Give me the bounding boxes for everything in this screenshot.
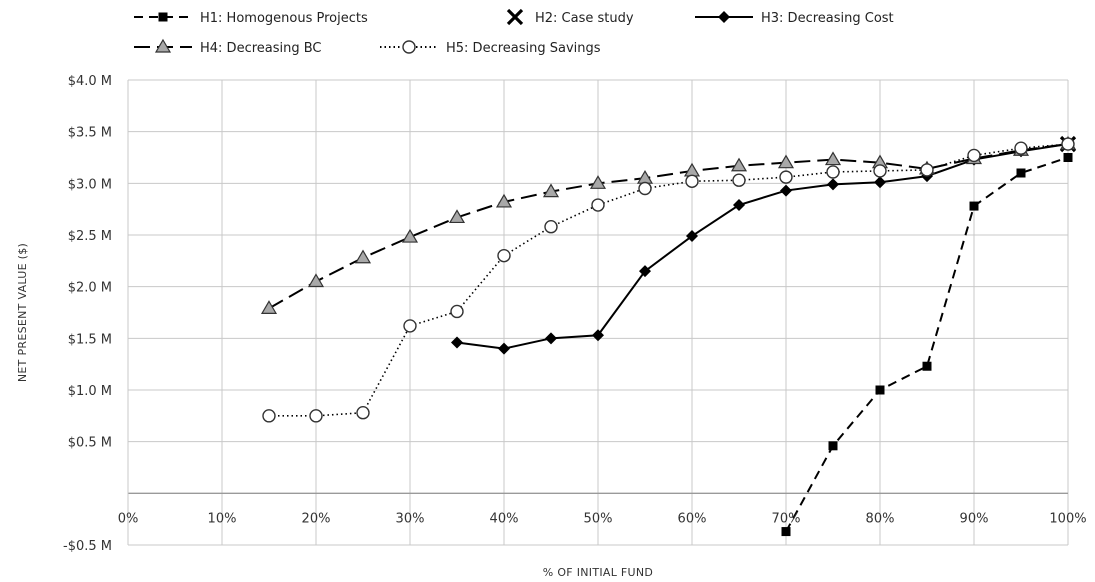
- data-point-circle: [967, 148, 981, 163]
- data-point-square: [781, 527, 791, 537]
- data-point-triangle: [730, 157, 748, 172]
- y-tick-label: $1.0 M: [68, 384, 112, 399]
- data-point-circle: [591, 198, 605, 212]
- legend-label: H1: Homogenous Projects: [200, 11, 368, 26]
- data-point-triangle: [589, 175, 607, 189]
- data-point-circle: [309, 409, 323, 423]
- data-point-circle: [403, 319, 417, 333]
- x-tick-label: 70%: [772, 511, 801, 526]
- x-tick-label: 20%: [302, 511, 331, 526]
- legend-label: H5: Decreasing Savings: [446, 41, 601, 56]
- y-tick-label: $4.0 M: [68, 74, 112, 89]
- legend-label: H2: Case study: [535, 11, 634, 26]
- x-tick-label: 100%: [1049, 511, 1086, 526]
- data-point-square: [1063, 153, 1073, 162]
- data-point-diamond: [686, 230, 698, 243]
- x-axis-title: % OF INITIAL FUND: [543, 566, 653, 579]
- data-point-circle: [920, 163, 934, 177]
- y-tick-label: $1.5 M: [68, 332, 112, 347]
- data-point-triangle: [354, 249, 372, 264]
- data-point-circle: [638, 181, 652, 196]
- x-tick-label: 50%: [584, 511, 613, 526]
- data-point-diamond: [545, 332, 557, 345]
- data-point-diamond: [874, 176, 886, 189]
- data-point-triangle: [824, 151, 842, 166]
- data-point-diamond: [498, 342, 510, 355]
- data-point-square: [969, 201, 979, 211]
- data-point-square: [828, 441, 838, 451]
- data-point-triangle: [683, 162, 701, 177]
- data-point-circle: [450, 304, 464, 319]
- legend: H1: Homogenous Projects H2: Case study H3:…: [134, 8, 894, 56]
- data-point-triangle: [542, 183, 560, 198]
- y-axis-title: NET PRESENT VALUE ($): [16, 243, 29, 382]
- data-point-square: [875, 385, 885, 395]
- data-point-circle: [356, 406, 370, 420]
- y-tick-label: $3.0 M: [68, 177, 112, 192]
- data-point-diamond: [592, 329, 604, 342]
- legend-item-h4-decreasing-bc: H4: Decreasing BC: [134, 38, 322, 56]
- data-point-triangle: [448, 209, 466, 224]
- legend-item-h5-decreasing-savings: H5: Decreasing Savings: [380, 40, 601, 56]
- data-point-circle: [497, 248, 511, 263]
- x-tick-label: 0%: [118, 511, 139, 526]
- legend-marker-square: [158, 12, 168, 22]
- data-point-diamond: [451, 336, 463, 349]
- y-tick-label: $2.5 M: [68, 229, 112, 244]
- legend-label: H4: Decreasing BC: [200, 41, 322, 56]
- data-point-diamond: [780, 184, 792, 197]
- legend-label: H3: Decreasing Cost: [761, 11, 894, 26]
- data-point-square: [922, 361, 932, 371]
- legend-marker-circle: [402, 40, 416, 54]
- data-point-circle: [685, 174, 699, 188]
- legend-item-h3-decreasing-cost: H3: Decreasing Cost: [695, 11, 894, 26]
- data-point-circle: [1014, 141, 1028, 155]
- x-tick-label: 10%: [208, 511, 237, 526]
- legend-marker-triangle: [154, 38, 172, 53]
- legend-item-h2-case-study: H2: Case study: [506, 8, 634, 26]
- data-point-diamond: [639, 265, 651, 278]
- data-point-circle: [732, 173, 746, 187]
- y-tick-label: -$0.5 M: [63, 539, 112, 554]
- data-point-circle: [1061, 137, 1075, 151]
- series-h3-decreasing-cost: [451, 138, 1074, 355]
- x-tick-label: 80%: [866, 511, 895, 526]
- y-tick-label: $2.0 M: [68, 281, 112, 296]
- series-h5-decreasing-savings: [262, 137, 1075, 423]
- legend-marker-x: [506, 8, 524, 26]
- data-point-triangle: [307, 273, 325, 288]
- data-point-diamond: [733, 199, 745, 212]
- data-point-circle: [779, 170, 793, 184]
- x-tick-label: 40%: [490, 511, 519, 526]
- series-line: [269, 143, 1069, 417]
- series-line: [456, 143, 1069, 350]
- data-point-triangle: [401, 228, 419, 243]
- legend-item-h1-homogenous-projects: H1: Homogenous Projects: [134, 11, 368, 26]
- axes: $4.0 M $3.5 M $3.0 M $2.5 M $2.0 M $1.5 M $1.0…: [63, 74, 1087, 554]
- data-point-circle: [873, 164, 887, 178]
- data-point-triangle: [260, 300, 278, 314]
- series-line: [268, 143, 1069, 310]
- data-point-triangle: [777, 154, 795, 169]
- series-group: [260, 135, 1077, 537]
- data-point-circle: [826, 165, 840, 179]
- y-tick-label: $3.5 M: [68, 126, 112, 141]
- series-h1-homogenous-projects: [781, 153, 1073, 537]
- data-point-circle: [544, 220, 558, 234]
- series-line: [785, 156, 1069, 533]
- x-tick-label: 60%: [678, 511, 707, 526]
- data-point-diamond: [827, 178, 839, 191]
- x-tick-label: 90%: [960, 511, 989, 526]
- y-tick-label: $0.5 M: [68, 436, 112, 451]
- data-point-triangle: [495, 193, 513, 208]
- legend-marker-diamond: [718, 11, 730, 23]
- x-tick-label: 30%: [396, 511, 425, 526]
- data-point-circle: [262, 409, 276, 423]
- data-point-square: [1016, 168, 1026, 178]
